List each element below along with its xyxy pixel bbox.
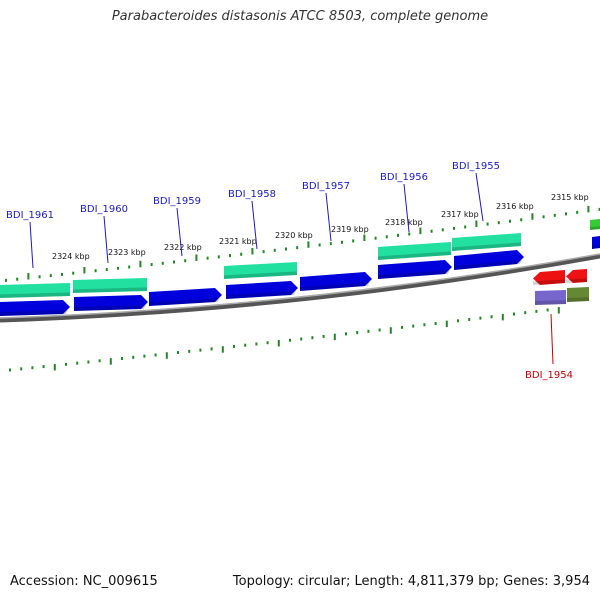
cog-bar-shade bbox=[224, 271, 297, 279]
gene-label[interactable]: BDI_1958 bbox=[228, 189, 276, 200]
cog-bar[interactable] bbox=[590, 219, 600, 230]
kbp-label: 2315 kbp bbox=[551, 193, 589, 202]
feature-block-shade bbox=[567, 297, 589, 302]
callout-line bbox=[325, 192, 332, 242]
gene-label[interactable]: BDI_1957 bbox=[302, 181, 350, 192]
rna-arrow-shade bbox=[566, 278, 587, 283]
kbp-label: 2319 kbp bbox=[331, 225, 369, 234]
accession-text: Accession: NC_009615 bbox=[10, 574, 158, 589]
rna-arrow-shade bbox=[533, 279, 565, 285]
kbp-label: 2316 kbp bbox=[496, 202, 534, 211]
callout-line bbox=[29, 221, 34, 269]
cds-arrow[interactable] bbox=[592, 236, 600, 249]
gene-label[interactable]: BDI_1959 bbox=[153, 196, 201, 207]
cds-arrow[interactable] bbox=[454, 250, 524, 270]
kbp-label: 2322 kbp bbox=[164, 243, 202, 252]
kbp-label: 2320 kbp bbox=[275, 231, 313, 240]
cog-bar[interactable] bbox=[452, 233, 521, 251]
cds-arrow[interactable] bbox=[300, 272, 372, 291]
gene-features[interactable] bbox=[0, 219, 600, 316]
cds-arrow-shade bbox=[226, 291, 296, 299]
gene-label[interactable]: BDI_1956 bbox=[380, 172, 428, 183]
callout-line bbox=[550, 313, 554, 365]
cog-bar[interactable] bbox=[378, 242, 451, 260]
kbp-label: 2324 kbp bbox=[52, 252, 90, 261]
cds-arrow-shade bbox=[149, 298, 220, 306]
kbp-labels: 2324 kbp 2323 kbp 2322 kbp 2321 kbp 2320 kbp… bbox=[52, 193, 589, 261]
cds-arrow[interactable] bbox=[0, 300, 70, 316]
cds-arrow-shade bbox=[0, 310, 68, 316]
cog-bar[interactable] bbox=[0, 283, 70, 298]
kbp-label: 2318 kbp bbox=[385, 218, 423, 227]
cog-bar-shade bbox=[378, 251, 451, 260]
cds-arrow-shade bbox=[592, 244, 600, 249]
cds-arrow[interactable] bbox=[226, 281, 298, 299]
cds-arrow-shade bbox=[300, 282, 370, 291]
cds-arrow-shade bbox=[454, 260, 522, 270]
cog-bar-shade bbox=[452, 242, 521, 251]
kbp-label: 2321 kbp bbox=[219, 237, 257, 246]
kbp-label: 2323 kbp bbox=[108, 248, 146, 257]
callout-line bbox=[103, 215, 109, 264]
cds-arrow-shade bbox=[74, 305, 146, 311]
gene-callouts: BDI_1961 BDI_1960 BDI_1959 BDI_1958 BDI_1957… bbox=[6, 161, 573, 381]
rna-arrow[interactable] bbox=[533, 270, 565, 285]
cds-arrow[interactable] bbox=[74, 295, 148, 311]
genome-backbone-highlight bbox=[0, 253, 600, 319]
gene-label[interactable]: BDI_1961 bbox=[6, 210, 54, 221]
callout-line bbox=[403, 183, 410, 233]
cog-bar-shade bbox=[73, 287, 147, 293]
outer-tick-ruler bbox=[5, 205, 600, 282]
cds-arrow-shade bbox=[378, 270, 450, 279]
kbp-label: 2317 kbp bbox=[441, 210, 479, 219]
cog-bar-shade bbox=[0, 292, 70, 298]
cog-bar[interactable] bbox=[224, 262, 297, 279]
rna-arrow[interactable] bbox=[566, 269, 587, 283]
cds-arrow[interactable] bbox=[378, 260, 452, 279]
feature-block[interactable] bbox=[567, 287, 589, 302]
genome-summary-text: Topology: circular; Length: 4,811,379 bp… bbox=[232, 574, 590, 589]
feature-block[interactable] bbox=[535, 290, 566, 305]
inner-tick-ruler bbox=[9, 307, 560, 372]
gene-label[interactable]: BDI_1955 bbox=[452, 161, 500, 172]
cds-arrow[interactable] bbox=[149, 288, 222, 306]
callout-line bbox=[251, 200, 258, 250]
cog-bar[interactable] bbox=[73, 278, 147, 293]
feature-block-shade bbox=[535, 300, 566, 305]
gene-label[interactable]: BDI_1960 bbox=[80, 204, 128, 215]
map-title: Parabacteroides distasonis ATCC 8503, co… bbox=[111, 9, 489, 24]
callout-line bbox=[475, 172, 484, 222]
cog-bar-shade bbox=[590, 226, 600, 230]
genome-backbone bbox=[0, 253, 600, 323]
gene-label[interactable]: BDI_1954 bbox=[525, 370, 573, 381]
callout-line bbox=[176, 207, 183, 257]
